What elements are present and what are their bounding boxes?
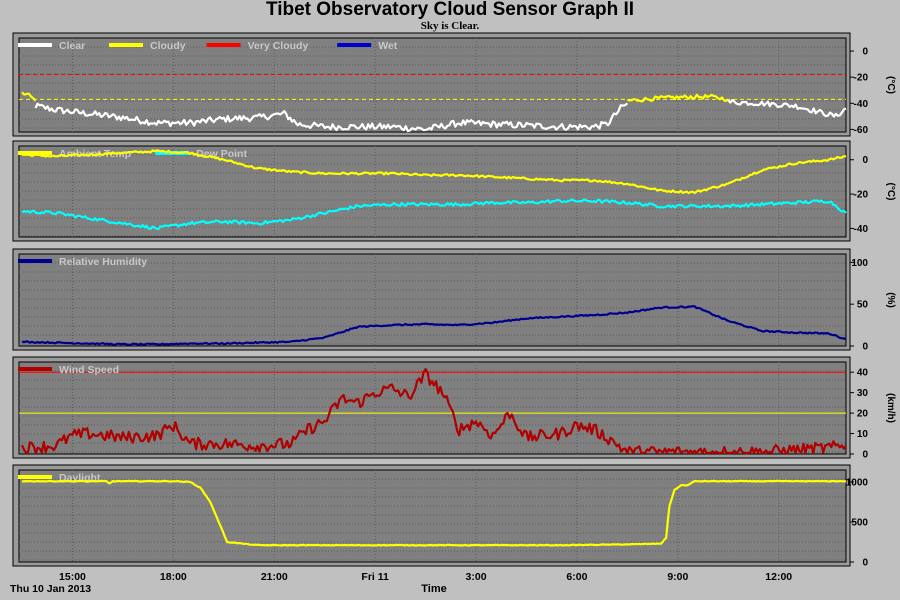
plot-area — [18, 361, 847, 455]
series-line-cloudy — [627, 93, 729, 103]
y-tick-label: 0 — [862, 450, 868, 461]
y-tick-label: 20 — [857, 409, 869, 420]
y-tick-label: -60 — [854, 125, 869, 136]
series-line-clear — [606, 102, 629, 127]
y-tick-label: -20 — [854, 190, 869, 201]
plot-area — [18, 253, 847, 347]
legend-label: Wind Speed — [59, 364, 119, 376]
chart-panel-wind: 40 30 20 10 0 (km/h) Wind Speed — [12, 356, 896, 461]
series-line-daylight — [22, 479, 847, 547]
y-tick-label: 40 — [857, 368, 869, 379]
y-axis-label: (%) — [885, 292, 896, 308]
legend-label: Ambient Temp — [59, 148, 131, 160]
series-line-dew-point — [21, 198, 847, 230]
x-tick-label: 18:00 — [160, 571, 187, 583]
series-line-clear — [727, 99, 847, 118]
legend-label: Wet — [378, 40, 398, 52]
y-tick-label: 100 — [851, 258, 868, 269]
y-tick-label: 0 — [862, 558, 868, 569]
y-tick-label: -40 — [854, 224, 869, 235]
chart-panel-sky: 0 -20 -40 -60 (°C) Clear Cloudy Very Cloudy Wet — [12, 32, 896, 137]
y-tick-label: 10 — [857, 429, 869, 440]
series-line-ambient-temp — [21, 149, 847, 195]
plot-area — [18, 37, 847, 133]
plot-area — [18, 469, 847, 563]
page-title: Tibet Observatory Cloud Sensor Graph II — [265, 0, 635, 20]
series-line-wind-speed — [20, 368, 847, 455]
time-axis-label: Time — [421, 583, 447, 595]
y-tick-label: 30 — [857, 388, 869, 399]
y-tick-label: 500 — [851, 518, 868, 529]
chart-panel-temp: 0-20-40(°C)Ambient Temp Dew Point — [12, 140, 896, 242]
x-tick-label: Fri 11 — [361, 571, 389, 583]
chart-panel-humidity: 100 50 0 (%) Relative Humidity — [12, 248, 896, 353]
date-label: Thu 10 Jan 2013 — [10, 583, 92, 595]
y-tick-label: -20 — [854, 73, 869, 84]
y-tick-label: 0 — [862, 342, 868, 353]
x-tick-label: 6:00 — [566, 571, 587, 583]
y-axis-label: (km/h) — [885, 393, 896, 423]
x-tick-label: 3:00 — [466, 571, 487, 583]
x-tick-label: 9:00 — [667, 571, 688, 583]
x-tick-label: 12:00 — [765, 571, 792, 583]
y-tick-label: 0 — [862, 155, 868, 166]
series-line-cloudy — [21, 91, 37, 102]
legend-label: Cloudy — [150, 40, 186, 52]
x-tick-label: 21:00 — [261, 571, 288, 583]
plot-area — [18, 145, 847, 238]
series-line-relative-humidity — [21, 305, 847, 346]
legend-label: Very Cloudy — [248, 40, 309, 52]
legend-label: Relative Humidity — [59, 256, 147, 268]
y-axis-label: (°C) — [885, 183, 896, 201]
y-tick-label: -40 — [854, 99, 869, 110]
y-tick-label: 50 — [857, 300, 869, 311]
y-axis-label: (°C) — [885, 76, 896, 94]
y-tick-label: 0 — [862, 47, 868, 58]
series-line-clear — [34, 102, 608, 133]
y-tick-label: 1000 — [846, 478, 869, 489]
sky-status: Sky is Clear. — [420, 20, 480, 32]
x-tick-label: 15:00 — [59, 571, 86, 583]
legend-label: Clear — [59, 40, 85, 52]
